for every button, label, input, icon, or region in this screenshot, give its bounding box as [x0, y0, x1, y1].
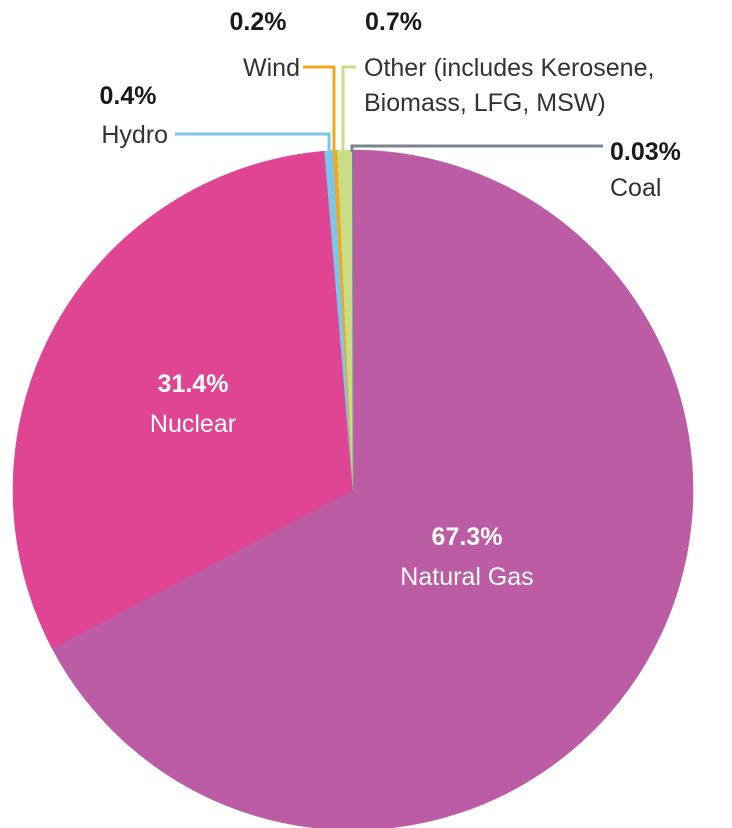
- slice-labels: 67.3% Natural Gas 31.4% Nuclear 0.4% Hydro 0.2…: [100, 8, 681, 591]
- leader-lines: [175, 65, 603, 152]
- leader-line-other: [341, 65, 356, 152]
- leader-line-coal: [350, 144, 603, 152]
- category-label-wind: Wind: [243, 54, 300, 82]
- category-label-hydro: Hydro: [101, 121, 168, 149]
- category-label-natural-gas: Natural Gas: [400, 563, 533, 591]
- percent-label-other: 0.7%: [365, 8, 422, 36]
- category-label-other-line-2: Biomass, LFG, MSW): [364, 89, 606, 117]
- category-label-coal: Coal: [610, 174, 661, 202]
- pie-slice-natural-gas: [51, 149, 694, 828]
- pie-slices: [12, 149, 694, 828]
- category-label-nuclear: Nuclear: [150, 410, 236, 438]
- category-label-other-line-1: Other (includes Kerosene,: [364, 54, 654, 82]
- percent-label-hydro: 0.4%: [100, 82, 157, 110]
- leader-line-hydro: [175, 132, 331, 152]
- percent-label-nuclear: 31.4%: [158, 370, 229, 398]
- percent-label-wind: 0.2%: [230, 8, 287, 36]
- leader-line-wind: [303, 65, 336, 152]
- percent-label-natural-gas: 67.3%: [432, 523, 503, 551]
- percent-label-coal: 0.03%: [610, 138, 681, 166]
- pie-slice-nuclear: [12, 150, 354, 649]
